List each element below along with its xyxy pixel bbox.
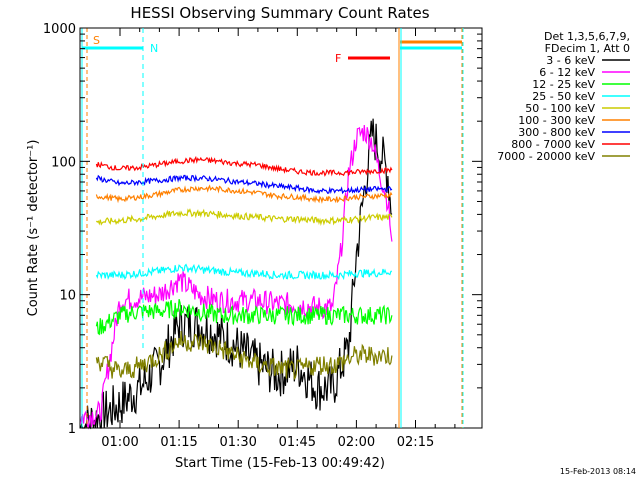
x-axis-label: Start Time (15-Feb-13 00:49:42) bbox=[175, 456, 385, 471]
legend-entry-4: 50 - 100 keV bbox=[525, 102, 595, 115]
series-line-2 bbox=[95, 299, 393, 336]
y-tick-label-0: 1 bbox=[68, 422, 76, 437]
series-line-4 bbox=[95, 208, 393, 226]
x-tick-label-0: 01:00 bbox=[101, 435, 138, 450]
series-line-7 bbox=[95, 155, 393, 177]
y-tick-label-1: 10 bbox=[59, 289, 76, 304]
legend-header-1: FDecim 1, Att 0 bbox=[545, 42, 630, 55]
tick-layer: 01:00 01:15 01:30 01:45 02:00 02:15 1 10 100 1000 bbox=[43, 22, 482, 450]
legend: Det 1,3,5,6,7,9,FDecim 1, Att 03 - 6 keV… bbox=[497, 30, 630, 163]
y-tick-label-3: 1000 bbox=[43, 22, 76, 37]
legend-entry-7: 800 - 7000 keV bbox=[511, 138, 595, 151]
x-tick-label-5: 02:15 bbox=[397, 435, 434, 450]
interval-label-f: F bbox=[335, 52, 341, 65]
x-tick-label-4: 02:00 bbox=[338, 435, 375, 450]
series-line-3 bbox=[95, 263, 393, 281]
x-tick-label-3: 01:45 bbox=[279, 435, 316, 450]
series-line-8 bbox=[95, 331, 393, 381]
legend-entry-2: 12 - 25 keV bbox=[532, 78, 595, 91]
legend-entry-6: 300 - 800 keV bbox=[518, 126, 595, 139]
y-tick-label-2: 100 bbox=[51, 155, 76, 170]
legend-entry-1: 6 - 12 keV bbox=[539, 66, 595, 79]
y-axis-label: Count Rate (s⁻¹ detector⁻¹) bbox=[26, 140, 41, 317]
series-line-5 bbox=[95, 184, 393, 204]
interval-layer: S N F bbox=[81, 28, 464, 428]
legend-entry-8: 7000 - 20000 keV bbox=[497, 150, 595, 163]
series-line-1 bbox=[80, 124, 393, 430]
x-tick-label-1: 01:15 bbox=[160, 435, 197, 450]
series-layer bbox=[80, 118, 393, 430]
legend-header-0: Det 1,3,5,6,7,9, bbox=[544, 30, 630, 43]
series-line-6 bbox=[95, 174, 393, 195]
legend-entry-5: 100 - 300 keV bbox=[518, 114, 595, 127]
interval-label-n: N bbox=[150, 42, 158, 55]
footer-date: 15-Feb-2013 08:14 bbox=[560, 467, 636, 476]
legend-entry-3: 25 - 50 keV bbox=[532, 90, 595, 103]
chart-title: HESSI Observing Summary Count Rates bbox=[130, 4, 429, 22]
interval-label-s: S bbox=[93, 34, 100, 47]
plot-frame bbox=[79, 27, 483, 429]
legend-entry-0: 3 - 6 keV bbox=[546, 54, 595, 67]
x-tick-label-2: 01:30 bbox=[219, 435, 256, 450]
